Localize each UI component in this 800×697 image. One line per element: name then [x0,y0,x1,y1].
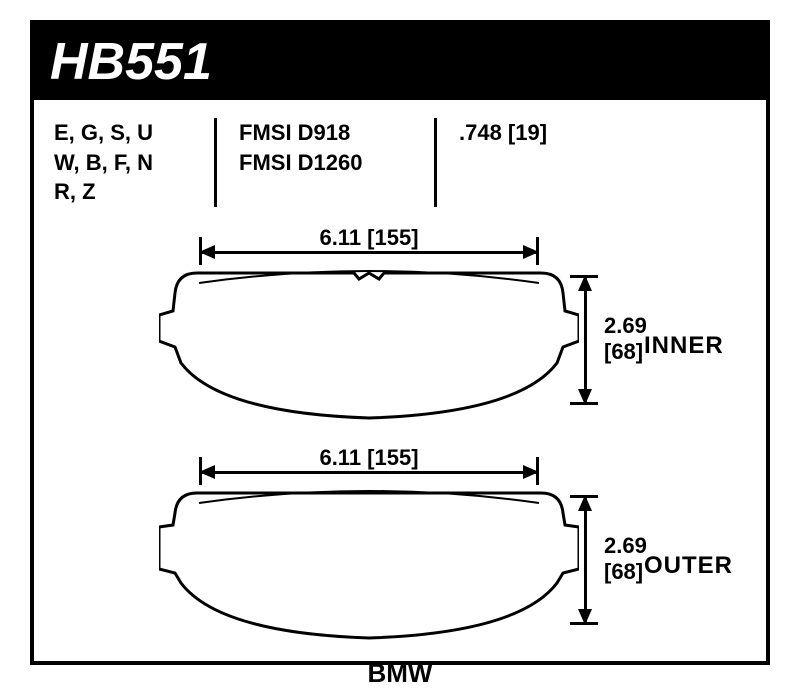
dimension-tick [570,622,598,625]
inner-height-value: 2.69 [68] [604,313,647,366]
brand-label: BMW [34,658,766,689]
compound-line: R, Z [54,177,214,207]
outer-width-dimension: 6.11 [155] [199,447,539,479]
compound-line: E, G, S, U [54,118,214,148]
inner-width-dimension: 6.11 [155] [199,227,539,259]
outer-label: OUTER [644,552,733,580]
inner-pad-outline [159,263,579,423]
dim-value-line: [68] [604,339,647,365]
spec-frame: HB551 E, G, S, U W, B, F, N R, Z FMSI D9… [30,20,770,665]
inner-label: INNER [644,332,724,360]
dimension-line [199,471,539,474]
outer-width-value: 6.11 [155] [199,445,539,471]
compound-line: W, B, F, N [54,148,214,178]
outer-height-value: 2.69 [68] [604,533,647,586]
fmsi-line: FMSI D918 [239,118,434,148]
outer-pad-block: 6.11 [155] [124,447,614,643]
diagram-area: 6.11 [155] 2.69 [68] INNER [34,217,766,697]
outer-pad-outline [159,483,579,643]
inner-width-value: 6.11 [155] [199,225,539,251]
specs-row: E, G, S, U W, B, F, N R, Z FMSI D918 FMS… [34,100,766,217]
thickness-value: .748 [19] [459,118,746,148]
dimension-tick [570,402,598,405]
dimension-line [584,275,587,405]
inner-pad-block: 6.11 [155] [124,227,614,423]
dim-value-line: [68] [604,559,647,585]
header-bar: HB551 [34,24,766,100]
compound-codes: E, G, S, U W, B, F, N R, Z [54,118,214,207]
dim-value-line: 2.69 [604,533,647,559]
dimension-line [199,251,539,254]
dim-value-line: 2.69 [604,313,647,339]
fmsi-line: FMSI D1260 [239,148,434,178]
part-number: HB551 [50,33,212,91]
fmsi-codes: FMSI D918 FMSI D1260 [214,118,434,207]
thickness-spec: .748 [19] [434,118,746,207]
dimension-line [584,495,587,625]
